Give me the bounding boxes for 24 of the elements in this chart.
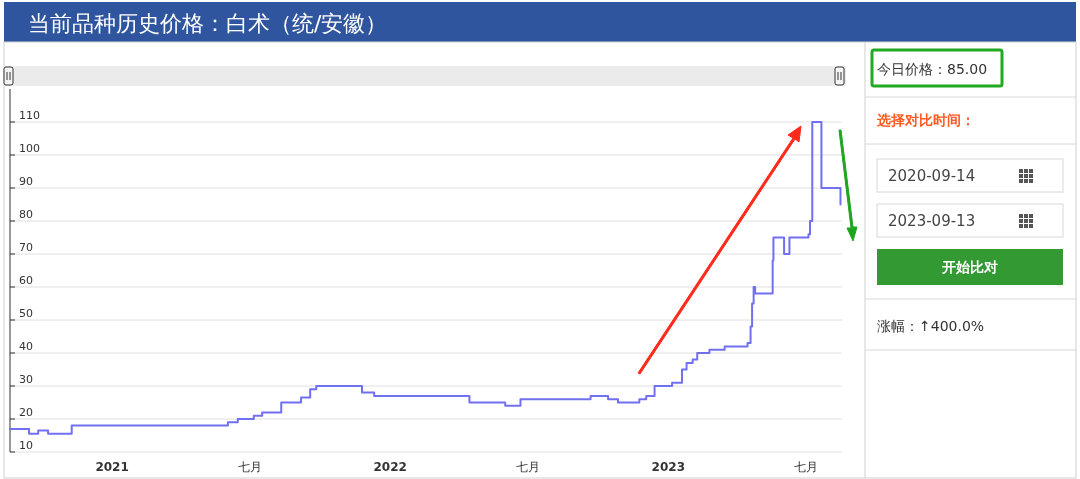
y-tick-label: 100 [19,142,40,155]
y-tick-label: 80 [19,208,33,221]
text: 选择对比时间： [876,112,975,128]
x-tick-label: 七月 [794,460,819,474]
text: 2023-09-13 [888,212,976,230]
button: 开始比对 [877,249,1063,285]
y-tick-label: 30 [19,373,33,386]
chart-title: 当前品种历史价格：白术（统/安徽） [28,11,388,36]
x-tick-label: 七月 [238,460,262,474]
x-tick-label: 2022 [373,460,407,474]
x-tick-label: 2023 [651,460,685,474]
text: 2020-09-14 [888,167,976,185]
y-tick-label: 90 [19,175,33,188]
y-tick-label: 20 [19,406,33,419]
text: 今日价格：85.00 [877,61,988,77]
y-tick-label: 60 [19,274,33,287]
y-tick-label: 50 [19,307,33,320]
y-tick-label: 70 [19,241,33,254]
y-tick-label: 110 [19,109,40,122]
x-tick-label: 七月 [516,460,541,474]
y-tick-label: 40 [19,340,33,353]
y-tick-label: 10 [19,439,33,452]
x-tick-label: 2021 [95,460,129,474]
text: 涨幅：↑400.0% [877,318,985,334]
